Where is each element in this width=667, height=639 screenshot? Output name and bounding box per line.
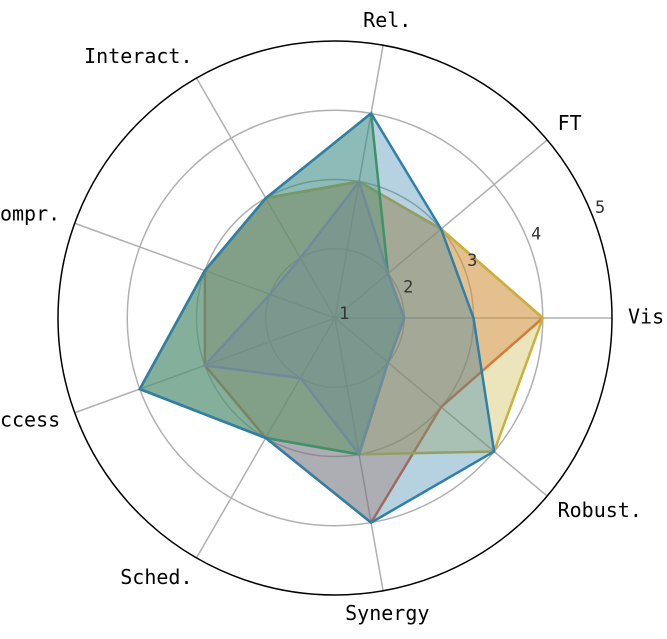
r-tick-label: 3 (467, 251, 477, 271)
category-label: Access (0, 407, 60, 431)
outer-circle (57, 40, 613, 596)
category-label: Rel. (363, 8, 411, 32)
r-tick-label: 5 (595, 198, 605, 218)
category-label: Vis. (628, 305, 667, 329)
r-tick-label: 2 (403, 278, 413, 298)
category-label: Robust. (558, 498, 642, 522)
category-label: FT (558, 111, 582, 135)
series-area (202, 178, 406, 458)
series-area (138, 111, 496, 525)
category-label: Compr. (0, 202, 60, 226)
category-label: Interact. (84, 44, 192, 68)
category-label: Synergy (345, 601, 429, 625)
category-label: Sched. (120, 565, 192, 589)
r-tick-label: 4 (531, 225, 541, 245)
r-tick-label: 1 (339, 304, 349, 324)
